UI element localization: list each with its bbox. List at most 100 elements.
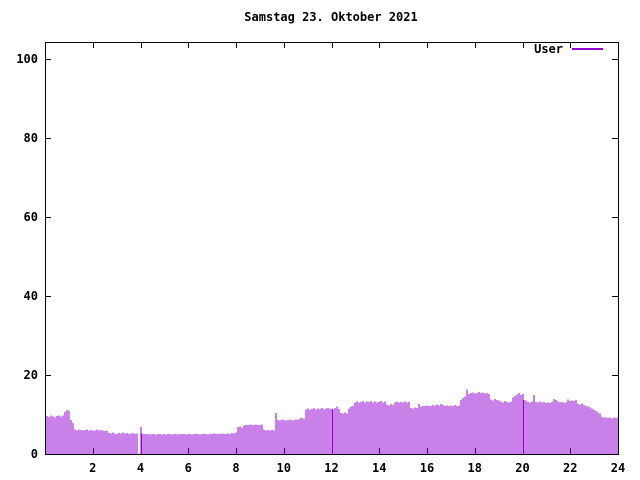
bar (490, 399, 492, 454)
bar (506, 401, 508, 454)
bar (243, 425, 245, 454)
bar (217, 433, 219, 454)
bar (140, 427, 142, 454)
bar (434, 405, 436, 454)
bar (452, 405, 454, 454)
bar (404, 401, 406, 454)
bar (589, 407, 591, 454)
bar (319, 408, 321, 454)
bar (147, 434, 149, 454)
bar (56, 416, 58, 454)
bar (414, 407, 416, 454)
bar (352, 405, 354, 454)
bar (275, 412, 277, 454)
bar (396, 401, 398, 454)
bar (609, 417, 611, 454)
bar (227, 433, 229, 454)
bar (223, 433, 225, 454)
bar (436, 404, 438, 454)
bar (545, 403, 547, 454)
bar (255, 424, 257, 454)
bar (410, 407, 412, 454)
bar (331, 408, 333, 454)
bar (313, 408, 315, 454)
bar (231, 433, 233, 454)
bar (84, 429, 86, 454)
bar (529, 402, 531, 454)
bar (267, 429, 269, 454)
x-tick-label: 2 (89, 461, 96, 475)
bar (225, 434, 227, 454)
bar (327, 408, 329, 454)
bar (416, 408, 418, 454)
bar (374, 401, 376, 454)
bar (504, 401, 506, 454)
bar (199, 434, 201, 454)
bar (398, 402, 400, 454)
bar (428, 406, 430, 454)
bar (512, 397, 514, 454)
y-tick-label: 40 (24, 289, 38, 303)
bar (500, 401, 502, 454)
bar (448, 406, 450, 454)
bar (76, 430, 78, 454)
bar (197, 433, 199, 454)
bar (607, 418, 609, 454)
bar (525, 400, 527, 454)
y-tick-label: 0 (31, 447, 38, 461)
bar (167, 433, 169, 454)
bar (561, 401, 563, 454)
bar (66, 409, 68, 454)
bar (458, 405, 460, 454)
bar (406, 402, 408, 454)
bar (329, 408, 331, 454)
bar (287, 420, 289, 454)
bar (120, 433, 122, 454)
bar (340, 412, 342, 454)
bar (432, 405, 434, 454)
bar (575, 399, 577, 454)
bar (400, 401, 402, 454)
axis-ticks (45, 42, 619, 455)
bar (251, 424, 253, 454)
bar (257, 424, 259, 454)
bar (185, 434, 187, 454)
bar (179, 434, 181, 454)
bar (181, 433, 183, 454)
bar (309, 409, 311, 454)
bar (424, 406, 426, 454)
bar (153, 434, 155, 454)
bar (611, 418, 613, 454)
bar (446, 405, 448, 454)
bar (122, 432, 124, 454)
bar (557, 401, 559, 454)
bar (420, 406, 422, 454)
bar (591, 408, 593, 454)
bar (189, 433, 191, 454)
bar (161, 434, 163, 454)
bar (522, 393, 524, 454)
bar (444, 405, 446, 454)
bar (605, 417, 607, 454)
bar (559, 402, 561, 454)
bar (472, 392, 474, 454)
bar (484, 393, 486, 454)
bar (265, 430, 267, 454)
bar (601, 416, 603, 454)
x-tick-label: 10 (277, 461, 291, 475)
bar (201, 434, 203, 454)
bar (579, 404, 581, 454)
bar (370, 401, 372, 454)
bar (356, 401, 358, 454)
bar (90, 429, 92, 454)
bar (390, 404, 392, 454)
bar (581, 403, 583, 454)
bar (392, 405, 394, 454)
bar (346, 413, 348, 454)
bar (68, 410, 70, 454)
bar (299, 418, 301, 454)
bar (205, 434, 207, 454)
bar (102, 430, 104, 454)
bar (311, 408, 313, 454)
